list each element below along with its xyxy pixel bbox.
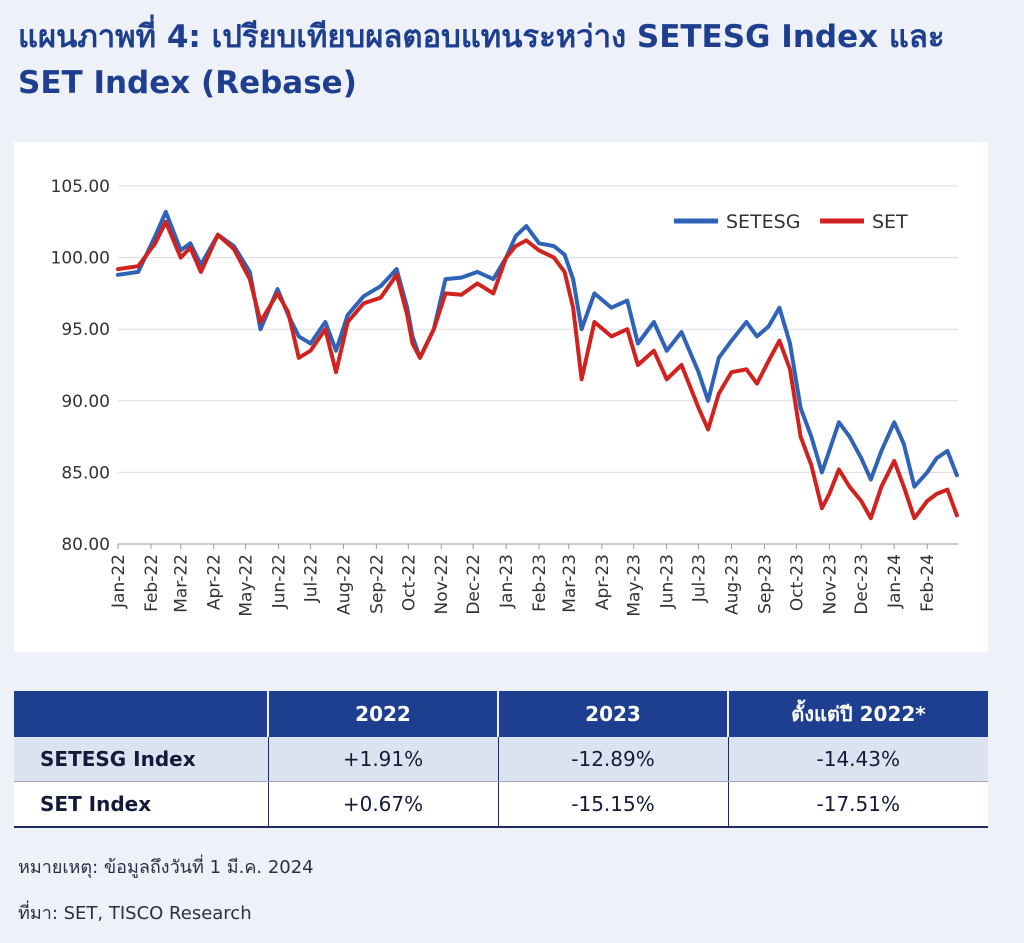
x-tick-label: Mar-22 (172, 554, 192, 613)
table-header-cell: 2022 (268, 691, 499, 737)
source-note: ที่มา: SET, TISCO Research (18, 903, 252, 924)
series-line-set (116, 219, 959, 521)
x-tick-label: Aug-23 (723, 554, 743, 615)
row-label: SET Index (14, 781, 269, 828)
legend-label-set: SET (872, 211, 908, 233)
x-tick-label: Jan-23 (497, 554, 517, 609)
line-chart: 80.00 85.00 90.00 95.00 100.00 105.00 Jan-22 Fe… (51, 177, 959, 617)
table-cell: -17.51% (728, 781, 988, 828)
x-tick-label: Jul-23 (690, 554, 710, 603)
x-tick-label: Apr-23 (593, 554, 613, 610)
x-tick-label: Feb-23 (530, 554, 550, 612)
x-tick-label: Jan-24 (885, 554, 905, 609)
table-cell: -12.89% (498, 737, 729, 782)
chart-panel: 80.00 85.00 90.00 95.00 100.00 105.00 Jan-22 Fe… (14, 142, 988, 652)
x-tick-label: Jul-22 (301, 554, 321, 603)
chart-title: แผนภาพที่ 4: เปรียบเทียบผลตอบแทนระหว่าง … (18, 19, 945, 101)
y-tick-label: 105.00 (51, 177, 110, 197)
x-tick-label: Dec-23 (852, 554, 872, 615)
returns-table: 2022 2023 ตั้งแต่ปี 2022* SETESG Index +… (14, 691, 988, 828)
x-tick-label: Jun-22 (270, 554, 290, 609)
row-label: SETESG Index (14, 737, 269, 782)
table-cell: +1.91% (268, 737, 499, 782)
y-tick-label: 90.00 (61, 392, 110, 412)
table-cell: -15.15% (498, 781, 729, 828)
remark-note: หมายเหตุ: ข้อมูลถึงวันที่ 1 มี.ค. 2024 (18, 857, 314, 878)
y-tick-label: 80.00 (61, 535, 110, 555)
table-header-cell: 2023 (498, 691, 729, 737)
x-tick-label: Nov-22 (432, 554, 452, 615)
x-tick-label: Nov-23 (820, 554, 840, 615)
y-tick-label: 85.00 (61, 463, 110, 483)
x-tick-label: Jan-22 (109, 554, 129, 609)
x-tick-label: Mar-23 (560, 554, 580, 613)
x-tick-label: Oct-22 (399, 554, 419, 611)
x-tick-label: Feb-22 (142, 554, 162, 612)
table-cell: +0.67% (268, 781, 499, 828)
x-tick-label: Aug-22 (334, 554, 354, 615)
legend-label-setesg: SETESG (726, 211, 800, 233)
x-tick-label: May-22 (237, 554, 257, 617)
y-tick-label: 100.00 (51, 249, 110, 269)
table-cell: -14.43% (728, 737, 988, 782)
x-tick-label: May-23 (625, 554, 645, 617)
series-line-setesg (116, 209, 959, 489)
table-row: SETESG Index +1.91% -12.89% -14.43% (14, 737, 988, 782)
table-header-cell (14, 691, 269, 737)
x-tick-label: Sep-23 (755, 554, 775, 614)
table-header-row: 2022 2023 ตั้งแต่ปี 2022* (14, 691, 988, 737)
x-tick-label: Oct-23 (787, 554, 807, 611)
table-header-cell: ตั้งแต่ปี 2022* (728, 691, 988, 737)
x-tick-label: Jun-23 (658, 554, 678, 609)
x-tick-label: Feb-24 (918, 554, 938, 612)
x-tick-label: Dec-22 (464, 554, 484, 615)
x-tick-label: Apr-22 (205, 554, 225, 610)
table-row: SET Index +0.67% -15.15% -17.51% (14, 781, 988, 828)
y-tick-label: 95.00 (61, 320, 110, 340)
x-tick-label: Sep-22 (367, 554, 387, 614)
